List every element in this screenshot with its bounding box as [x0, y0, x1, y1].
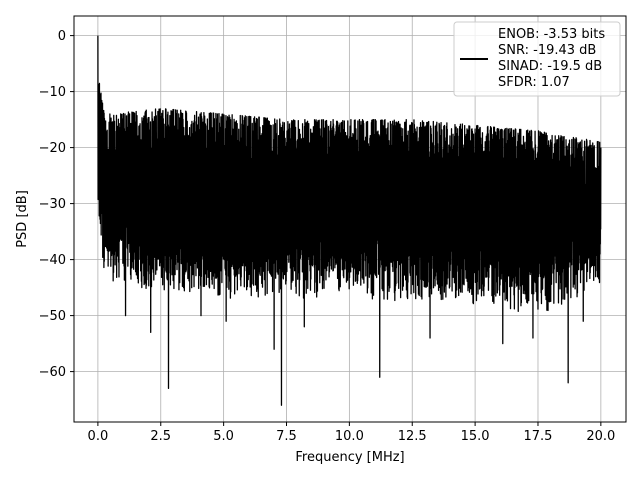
x-tick-label: 10.0	[335, 429, 364, 444]
plot-area	[97, 35, 602, 406]
legend-line-1: ENOB: -3.53 bits	[498, 27, 605, 42]
legend-line-3: SINAD: -19.5 dB	[498, 59, 602, 74]
psd-trace	[97, 35, 602, 406]
x-tick-label: 17.5	[524, 429, 553, 444]
y-tick-label: −30	[39, 197, 66, 212]
y-tick-label: −10	[39, 85, 66, 100]
x-tick-label: 2.5	[150, 429, 171, 444]
legend-line-2: SNR: -19.43 dB	[498, 43, 596, 58]
x-tick-label: 12.5	[398, 429, 427, 444]
x-tick-label: 20.0	[586, 429, 615, 444]
y-tick-label: −60	[39, 365, 66, 380]
y-axis-label: PSD [dB]	[15, 190, 30, 248]
y-tick-label: −40	[39, 253, 66, 268]
x-axis: 0.0 2.5 5.0 7.5 10.0 12.5 15.0 17.5 20.0	[88, 422, 615, 444]
axes-frame	[73, 15, 627, 423]
y-axis: 0 −10 −20 −30 −40 −50 −60	[39, 29, 74, 380]
x-tick-label: 0.0	[88, 429, 109, 444]
y-tick-label: −50	[39, 309, 66, 324]
legend-box	[453, 21, 621, 97]
x-tick-label: 15.0	[461, 429, 490, 444]
x-tick-label: 5.0	[213, 429, 234, 444]
legend: ENOB: -3.53 bits SNR: -19.43 dB SINAD: -19…	[453, 21, 621, 97]
y-tick-label: −20	[39, 141, 66, 156]
x-axis-label: Frequency [MHz]	[295, 450, 404, 465]
y-tick-label: 0	[58, 29, 66, 44]
legend-label: ENOB: -3.53 bits SNR: -19.43 dB SINAD: -19…	[498, 27, 605, 90]
x-tick-label: 7.5	[276, 429, 297, 444]
legend-line-4: SFDR: 1.07	[498, 75, 570, 90]
